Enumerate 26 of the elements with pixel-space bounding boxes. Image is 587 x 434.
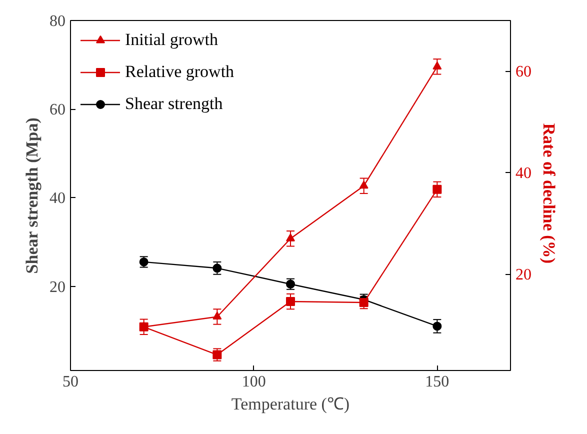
point — [212, 350, 222, 360]
y2-axis-title: Rate of decline (%) — [540, 123, 558, 264]
point — [432, 184, 442, 194]
x-tick-label: 100 — [242, 374, 266, 390]
y-tick-label: 60 — [50, 102, 66, 119]
y-axis-title: Shear strength (Mpa) — [22, 118, 42, 274]
point — [286, 233, 295, 242]
point — [359, 180, 368, 189]
x-axis-title: Temperature (℃) — [231, 394, 350, 414]
y-tick-label: 80 — [50, 13, 66, 30]
y-tick-label: 20 — [50, 278, 66, 296]
point — [286, 297, 295, 306]
point — [212, 264, 222, 273]
point — [212, 312, 222, 320]
y-tick-label: 40 — [50, 190, 66, 208]
x-tick-label: 150 — [425, 374, 450, 390]
y2-tick-label: 60 — [516, 64, 532, 81]
point — [432, 62, 442, 70]
x-tick-label: 50 — [62, 374, 78, 390]
legend-label: Relative growth — [125, 62, 234, 82]
legend-label: Initial growth — [125, 30, 218, 50]
legend-label: Shear strength — [125, 94, 223, 114]
y2-tick-label: 20 — [516, 266, 532, 284]
y2-tick-label: 40 — [516, 165, 532, 182]
point — [432, 322, 442, 331]
point — [359, 298, 368, 308]
